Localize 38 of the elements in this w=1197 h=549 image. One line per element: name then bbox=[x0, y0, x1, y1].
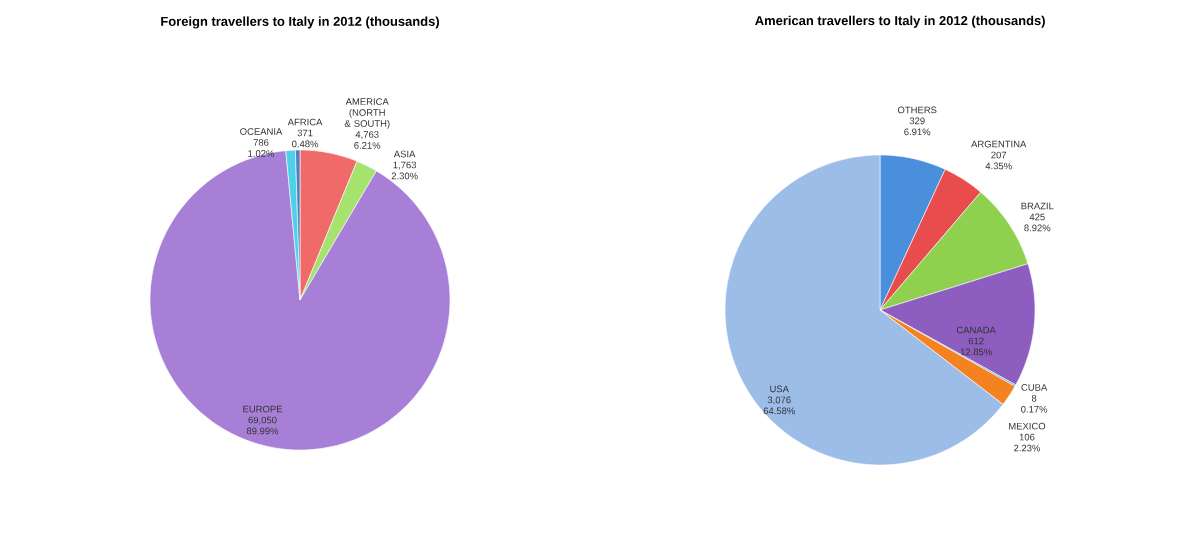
slice-label: BRAZIL bbox=[1021, 202, 1054, 210]
text: 8.92% bbox=[1024, 224, 1051, 232]
chart-title: Foreign travellers to Italy in 2012 (thousands) bbox=[161, 16, 439, 29]
data-label: 612 bbox=[968, 337, 984, 345]
slice-label: ASIA bbox=[393, 150, 416, 158]
slice-label: OCEANIA bbox=[240, 128, 283, 135]
slice-label: CUBA bbox=[1021, 384, 1048, 391]
text: 2.30% bbox=[391, 172, 418, 180]
text: 1.02% bbox=[248, 150, 275, 157]
data-label: 106 bbox=[1019, 433, 1035, 441]
data-label: 329 bbox=[909, 117, 925, 125]
slice-label: OTHERS bbox=[897, 106, 937, 114]
data-label: 69,050 bbox=[248, 416, 277, 425]
data-label: 1,763 bbox=[393, 161, 417, 170]
chart-title: American travellers to Italy in 2012 (thousands) bbox=[755, 15, 1045, 28]
slice-label: USA bbox=[770, 385, 789, 393]
data-label: 4,763 bbox=[355, 131, 379, 139]
text: 64.58% bbox=[763, 407, 795, 415]
data-label: 207 bbox=[991, 151, 1007, 159]
text: 0.17% bbox=[1021, 405, 1048, 413]
slice-label: AMERICA (NORTH & SOUTH) bbox=[344, 98, 390, 129]
text: 6.91% bbox=[904, 128, 931, 136]
data-label: 425 bbox=[1029, 213, 1045, 221]
text: 89.99% bbox=[246, 427, 279, 435]
slice-label: AFRICA bbox=[287, 118, 323, 126]
slice-label: EUROPE bbox=[243, 405, 283, 413]
text: 4.35% bbox=[985, 162, 1012, 170]
data-label: 8 bbox=[1031, 395, 1037, 402]
slice-label: ARGENTINA bbox=[971, 140, 1027, 148]
data-label: 786 bbox=[253, 139, 269, 146]
text: 12.85% bbox=[960, 348, 992, 356]
slice-label: MEXICO bbox=[1009, 422, 1046, 430]
data-label: 3,076 bbox=[767, 396, 791, 405]
text: 2.23% bbox=[1014, 444, 1041, 452]
text: 0.48% bbox=[292, 140, 319, 148]
data-label: 371 bbox=[297, 129, 313, 137]
text: 6.21% bbox=[354, 142, 381, 149]
slice-label: CANADA bbox=[956, 326, 996, 334]
